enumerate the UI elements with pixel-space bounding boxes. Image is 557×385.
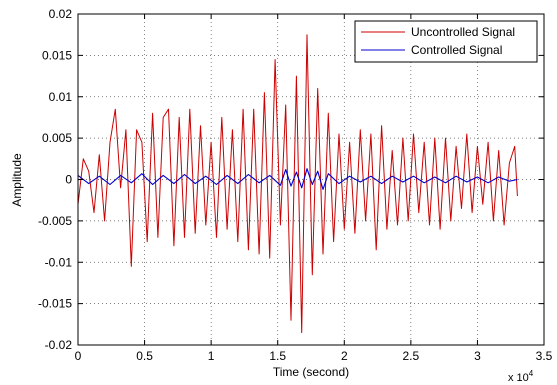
x-tick-label: 2: [341, 349, 348, 363]
legend: Uncontrolled Signal Controlled Signal: [354, 20, 538, 63]
x-tick-label: 1: [208, 349, 215, 363]
series-line-uncontrolled: [77, 34, 518, 334]
x-tick-label: 0.5: [136, 349, 153, 363]
x-tick-label: 3: [474, 349, 481, 363]
y-tick-label: 0.02: [49, 7, 73, 21]
x-tick-label: 1.5: [269, 349, 286, 363]
x-multiplier-exponent: 4: [529, 369, 534, 378]
x-tick-label: 3.5: [536, 349, 553, 363]
tick-layer: 0 0.5 1 1.5 2 2.5 3 3.5 -0.02 -0.015 -0.01 -0.005 0 0…: [38, 7, 553, 363]
y-tick-label: -0.005: [38, 214, 72, 228]
legend-label-uncontrolled: Uncontrolled Signal: [411, 25, 515, 39]
series-layer: [77, 34, 518, 334]
legend-label-controlled: Controlled Signal: [411, 43, 502, 57]
x-tick-label: 0: [75, 349, 82, 363]
x-tick-label: 2.5: [403, 349, 420, 363]
y-tick-label: 0: [65, 173, 72, 187]
y-tick-label: 0.005: [42, 131, 72, 145]
y-tick-label: -0.015: [38, 297, 72, 311]
y-tick-label: -0.01: [45, 255, 73, 269]
y-axis-label: Amplitude: [10, 153, 24, 207]
y-tick-label: 0.01: [49, 90, 73, 104]
series-line-controlled: [77, 168, 518, 190]
y-tick-label: 0.015: [42, 48, 72, 62]
x-multiplier-label: x 104: [508, 369, 534, 384]
legend-box: [354, 20, 538, 63]
x-axis-label: Time (second): [273, 365, 349, 379]
x-multiplier-base: x 10: [508, 372, 529, 384]
y-tick-label: -0.02: [45, 338, 73, 352]
